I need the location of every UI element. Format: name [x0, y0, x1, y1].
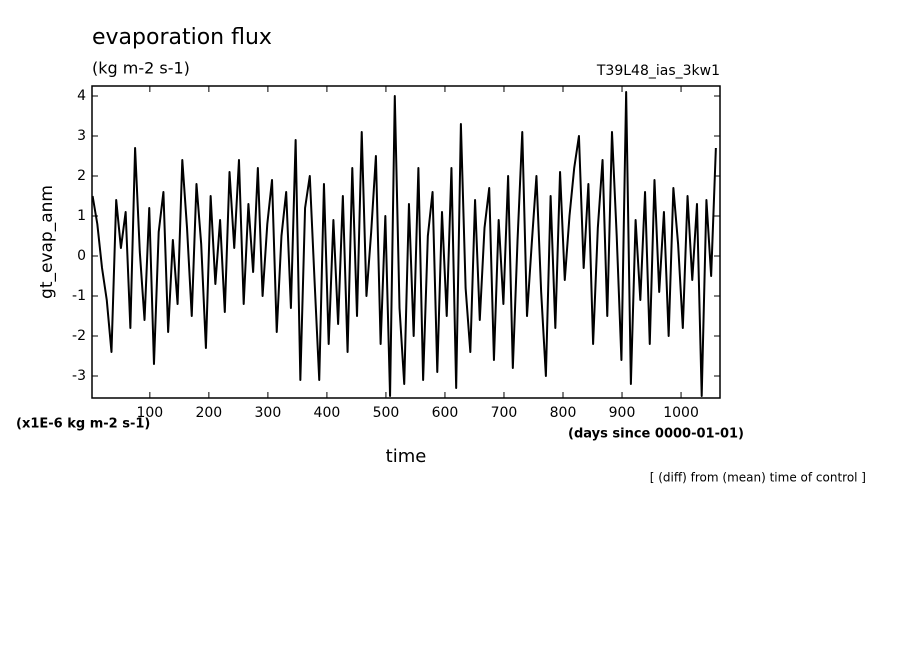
- x-unit-note: (days since 0000-01-01): [568, 427, 744, 442]
- x-tick-label: 500: [373, 405, 400, 421]
- chart-title: evaporation flux: [92, 25, 272, 50]
- y-tick-label: 3: [77, 128, 86, 144]
- run-label: T39L48_ias_3kw1: [596, 63, 720, 79]
- x-tick-label: 400: [314, 405, 341, 421]
- data-line: [91, 91, 717, 397]
- y-tick-label: 4: [77, 88, 86, 104]
- footnote: [ (diff) from (mean) time of control ]: [650, 471, 866, 485]
- x-tick-label: 200: [195, 405, 222, 421]
- x-tick-label: 100: [136, 405, 163, 421]
- x-tick-label: 700: [491, 405, 518, 421]
- y-tick-label: -1: [72, 288, 86, 304]
- x-tick-label: 600: [432, 405, 459, 421]
- plot-frame: [91, 85, 721, 399]
- y-tick-label: 1: [77, 208, 86, 224]
- x-axis-label: time: [386, 446, 427, 467]
- y-axis-label: gt_evap_anm: [37, 185, 57, 299]
- x-tick-label: 900: [609, 405, 636, 421]
- chart-subtitle: (kg m-2 s-1): [92, 59, 190, 78]
- y-tick-label: 0: [77, 248, 86, 264]
- x-tick-label: 300: [255, 405, 282, 421]
- y-tick-label: -2: [72, 328, 86, 344]
- x-tick-label: 1000: [663, 405, 699, 421]
- y-tick-label: 2: [77, 168, 86, 184]
- y-tick-label: -3: [72, 368, 86, 384]
- x-tick-label: 800: [550, 405, 577, 421]
- y-unit-note: (x1E-6 kg m-2 s-1): [16, 417, 150, 432]
